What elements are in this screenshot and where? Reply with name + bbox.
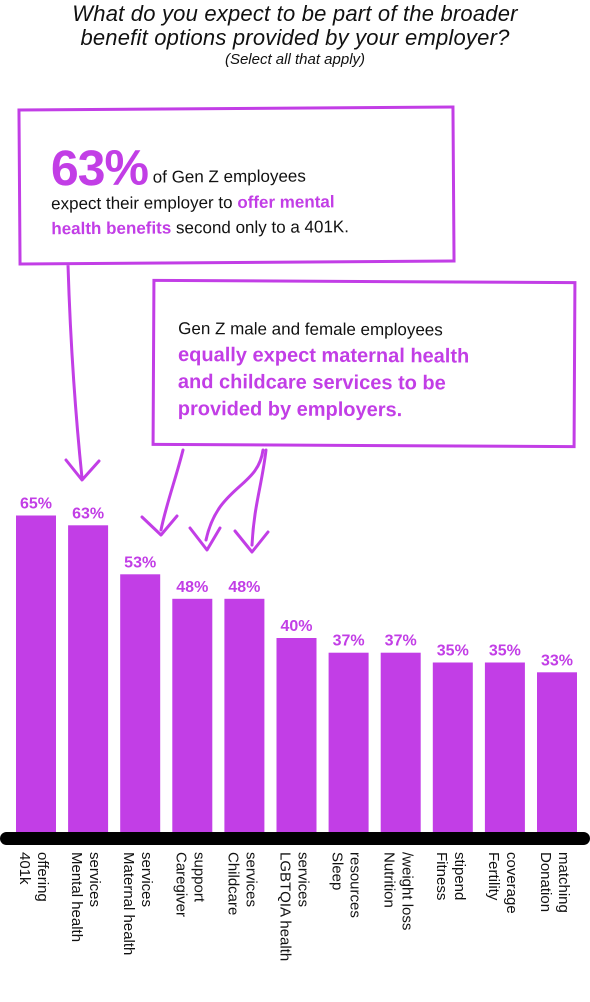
callout2-highlight-2: and childcare services to be — [177, 371, 446, 395]
category-label-line: /weight loss — [399, 852, 416, 930]
value-label-lgbtqia-health-services: 40% — [280, 618, 312, 635]
bar-maternal-health-services — [120, 574, 161, 834]
baseline — [0, 832, 590, 845]
category-label-line: services — [242, 852, 259, 907]
category-label-fertility-coverage: Fertility coverage — [485, 852, 520, 914]
category-label-line: support — [190, 852, 207, 903]
callout1-highlight-2: health benefits — [51, 218, 172, 239]
callout1-highlight-1: offer mental — [237, 192, 335, 212]
arrow-to-caregiver-support — [188, 448, 265, 552]
bar-caregiver-support — [172, 598, 213, 834]
arrow-to-mental-health — [64, 263, 101, 482]
callout-maternal-childcare: Gen Z male and female employees equally … — [151, 278, 577, 449]
bar-fertility-coverage — [484, 662, 525, 834]
value-label-maternal-health-services: 53% — [124, 554, 156, 571]
category-label-line: services — [138, 852, 155, 907]
category-label-401k-offering: 401k offering — [16, 852, 51, 902]
arrow-to-maternal-health — [140, 448, 185, 537]
value-label-childcare-services: 48% — [228, 579, 260, 596]
category-label-line: 401k — [16, 852, 33, 885]
category-label-fitness-stipend: Fitness stipend — [433, 852, 468, 900]
value-label-nutrition-weight-loss: 37% — [385, 633, 417, 650]
category-label-line: Mental health — [68, 852, 85, 942]
bar-nutrition-weight-loss — [380, 652, 421, 834]
callout2-text-1: Gen Z male and female employees — [178, 319, 443, 340]
category-label-line: matching — [555, 852, 572, 913]
category-label-line: resources — [347, 852, 364, 918]
category-label-line: Caregiver — [172, 852, 189, 917]
category-label-line: Donation — [537, 852, 554, 912]
value-label-401k-offering: 65% — [20, 496, 52, 513]
value-label-fertility-coverage: 35% — [489, 643, 521, 660]
value-label-mental-health-services: 63% — [72, 505, 104, 522]
category-label-mental-health-services: Mental health services — [68, 852, 103, 942]
callout2-highlight-3: provided by employers. — [177, 398, 403, 422]
category-label-line: Nutrition — [381, 852, 398, 908]
bar-childcare-services — [224, 598, 265, 834]
stat-63-percent: 63% — [50, 139, 149, 197]
category-label-line: Childcare — [224, 852, 241, 915]
chart-subtitle: (Select all that apply) — [224, 51, 366, 68]
bar-lgbtqia-health-services — [276, 638, 317, 834]
value-label-fitness-stipend: 35% — [437, 643, 469, 660]
category-label-line: services — [86, 852, 103, 907]
bar-mental-health-services — [68, 525, 109, 834]
category-label-caregiver-support: Caregiver support — [172, 852, 207, 917]
callout1-text-1: of Gen Z employees — [152, 166, 306, 187]
callout1-text-2: expect their employer to — [51, 193, 233, 214]
value-label-donation-matching: 33% — [541, 652, 573, 669]
category-label-line: coverage — [503, 852, 520, 914]
callout1-text-3: second only to a 401K. — [175, 217, 350, 238]
bar-sleep-resources — [328, 652, 369, 834]
category-label-sleep-resources: Sleep resources — [329, 852, 364, 918]
callout-arrows — [64, 263, 270, 554]
category-label-line: LGBTQIA health — [277, 852, 294, 961]
title-line-1: What do you expect to be part of the bro… — [72, 1, 518, 26]
value-label-caregiver-support: 48% — [176, 579, 208, 596]
category-label-line: Fertility — [485, 852, 502, 901]
category-label-donation-matching: Donation matching — [537, 852, 572, 913]
bar-donation-matching — [537, 672, 577, 834]
chart-title: What do you expect to be part of the bro… — [0, 2, 590, 50]
callout2-highlight-1: equally expect maternal health — [177, 344, 470, 368]
category-label-nutrition-weight-loss: Nutrition/weight loss — [381, 852, 416, 930]
category-label-maternal-health-services: Maternal health services — [120, 852, 155, 955]
callout-mental-health: 63% of Gen Z employees expect their empl… — [17, 105, 456, 266]
category-label-line: stipend — [451, 852, 468, 900]
arrow-to-childcare-services — [233, 448, 270, 554]
category-label-line: Sleep — [329, 852, 346, 890]
category-label-line: services — [295, 852, 312, 907]
bar-fitness-stipend — [432, 662, 473, 834]
value-label-sleep-resources: 37% — [333, 633, 365, 650]
bar-401k-offering — [16, 515, 56, 834]
category-label-line: Maternal health — [120, 852, 137, 955]
category-label-lgbtqia-health-services: LGBTQIA health services — [277, 852, 312, 961]
category-label-line: Fitness — [433, 852, 450, 900]
title-line-2: benefit options provided by your employe… — [80, 25, 510, 50]
category-label-line: offering — [34, 852, 51, 902]
category-label-childcare-services: Childcare services — [224, 852, 259, 915]
